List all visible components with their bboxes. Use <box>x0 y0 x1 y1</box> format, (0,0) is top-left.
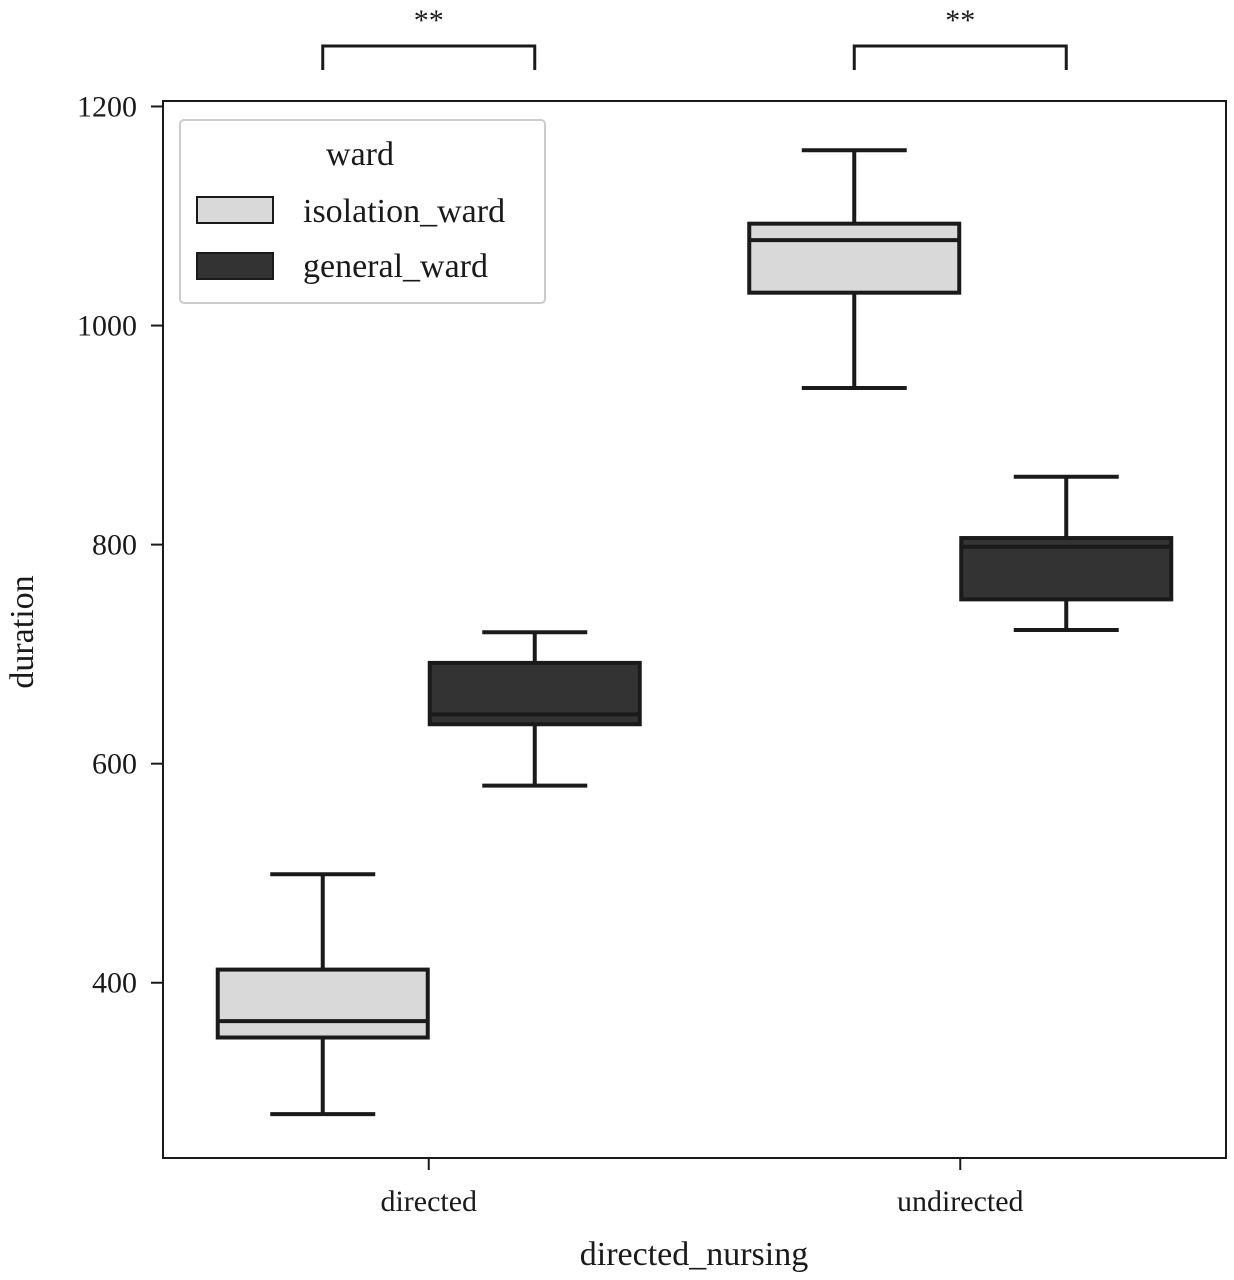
y-tick-label: 1000 <box>77 310 137 343</box>
bracket-line <box>852 44 1068 70</box>
significance-annotations: ** ** <box>321 4 1068 70</box>
x-tick-label-directed: directed <box>380 1185 477 1218</box>
box-body <box>747 221 962 295</box>
box-general_ward-directed <box>427 630 642 788</box>
bracket-line <box>321 44 537 70</box>
box-isolation_ward-directed <box>215 872 430 1117</box>
x-axis: directed undirected <box>380 1158 1024 1218</box>
significance-label: ** <box>945 4 975 37</box>
box-series <box>215 148 1174 1117</box>
box-body <box>215 967 430 1040</box>
legend-title: ward <box>326 136 394 173</box>
plot-area-frame <box>162 100 1227 1159</box>
legend: ward isolation_ward general_ward <box>179 119 546 304</box>
legend-label-general-ward: general_ward <box>303 248 488 285</box>
box-isolation_ward-undirected <box>747 148 962 390</box>
significance-bracket-undirected: ** <box>852 4 1068 70</box>
y-tick-label: 800 <box>92 529 137 562</box>
y-tick-label: 600 <box>92 748 137 781</box>
x-axis-title: directed_nursing <box>580 1236 809 1273</box>
x-tick-label-undirected: undirected <box>897 1185 1024 1218</box>
significance-bracket-directed: ** <box>321 4 537 70</box>
legend-label-isolation-ward: isolation_ward <box>303 193 505 230</box>
legend-swatch-isolation-ward <box>196 196 274 224</box>
significance-label: ** <box>414 4 444 37</box>
y-axis-title: duration <box>4 575 41 688</box>
box-general_ward-undirected <box>959 474 1174 633</box>
y-axis: 400 600 800 1000 1200 <box>77 90 163 1000</box>
legend-swatch-general-ward <box>196 252 274 280</box>
y-tick-label: 400 <box>92 967 137 1000</box>
y-tick-label: 1200 <box>77 90 137 123</box>
